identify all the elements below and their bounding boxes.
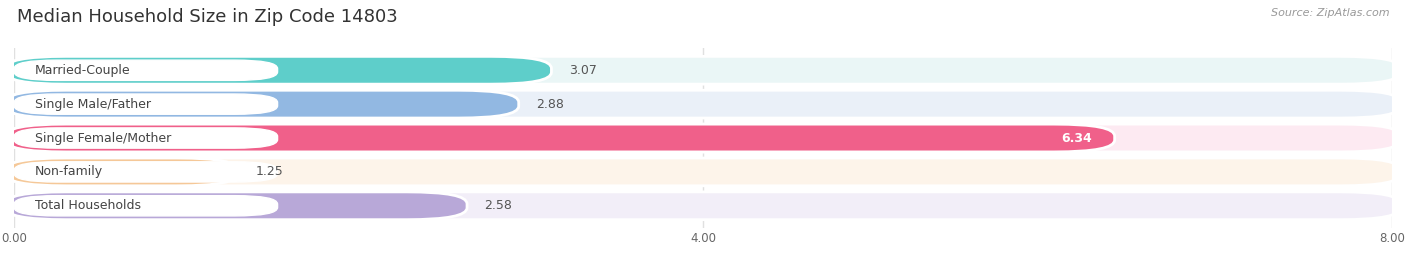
Text: 1.25: 1.25 [256, 165, 283, 178]
Text: Source: ZipAtlas.com: Source: ZipAtlas.com [1271, 8, 1389, 18]
Text: Married-Couple: Married-Couple [35, 64, 131, 77]
FancyBboxPatch shape [6, 158, 238, 186]
Text: 3.07: 3.07 [568, 64, 596, 77]
Text: 2.58: 2.58 [484, 199, 512, 212]
FancyBboxPatch shape [6, 56, 1400, 84]
FancyBboxPatch shape [6, 90, 1400, 118]
Text: 2.88: 2.88 [536, 98, 564, 111]
FancyBboxPatch shape [6, 124, 1115, 152]
FancyBboxPatch shape [6, 192, 467, 220]
FancyBboxPatch shape [6, 158, 1400, 186]
FancyBboxPatch shape [14, 128, 277, 148]
FancyBboxPatch shape [14, 94, 277, 114]
FancyBboxPatch shape [14, 162, 277, 182]
Text: Single Female/Mother: Single Female/Mother [35, 132, 172, 144]
FancyBboxPatch shape [14, 60, 277, 80]
Text: 6.34: 6.34 [1062, 132, 1092, 144]
Text: Total Households: Total Households [35, 199, 141, 212]
Text: Median Household Size in Zip Code 14803: Median Household Size in Zip Code 14803 [17, 8, 398, 26]
Text: Non-family: Non-family [35, 165, 103, 178]
FancyBboxPatch shape [14, 196, 277, 216]
Text: Single Male/Father: Single Male/Father [35, 98, 150, 111]
FancyBboxPatch shape [6, 124, 1400, 152]
FancyBboxPatch shape [6, 56, 551, 84]
FancyBboxPatch shape [6, 192, 1400, 220]
FancyBboxPatch shape [6, 90, 519, 118]
